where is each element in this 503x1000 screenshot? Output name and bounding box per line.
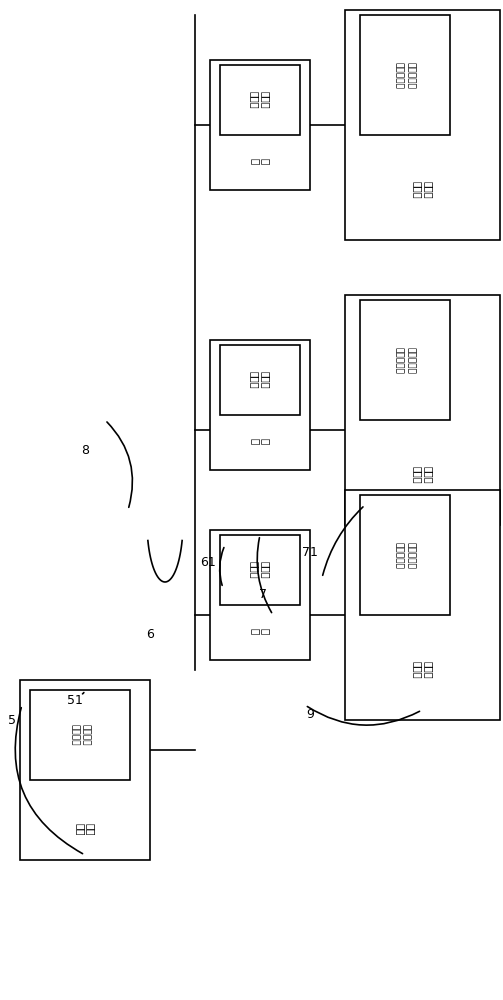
Bar bbox=[220, 345, 300, 415]
Text: 电: 电 bbox=[250, 158, 260, 165]
Text: 示单元: 示单元 bbox=[423, 466, 433, 483]
Text: 室内显示单: 室内显示单 bbox=[394, 542, 403, 568]
Bar bbox=[360, 495, 450, 615]
Bar bbox=[210, 340, 310, 470]
Bar bbox=[210, 60, 310, 190]
Text: 通讯模块: 通讯模块 bbox=[81, 724, 90, 746]
Bar bbox=[220, 535, 300, 605]
Text: 8: 8 bbox=[81, 444, 89, 456]
Text: 示单元: 示单元 bbox=[423, 661, 433, 678]
Bar bbox=[345, 295, 500, 525]
Text: 采集: 采集 bbox=[75, 823, 85, 836]
Text: 表: 表 bbox=[260, 158, 270, 165]
Bar bbox=[360, 15, 450, 135]
Bar bbox=[345, 490, 500, 720]
Text: 表: 表 bbox=[260, 628, 270, 635]
Text: 电表通: 电表通 bbox=[249, 561, 260, 579]
Text: 7: 7 bbox=[259, 588, 267, 601]
Text: 61: 61 bbox=[200, 556, 216, 570]
Bar bbox=[345, 10, 500, 240]
Text: 终端: 终端 bbox=[85, 823, 95, 836]
Text: 表: 表 bbox=[260, 438, 270, 445]
Text: 9: 9 bbox=[306, 708, 314, 722]
Text: 元通讯模块: 元通讯模块 bbox=[406, 347, 415, 373]
Text: 讯模块: 讯模块 bbox=[261, 91, 271, 109]
Text: 室内显示单: 室内显示单 bbox=[394, 62, 403, 88]
Text: 51: 51 bbox=[67, 694, 83, 706]
Text: 讯模块: 讯模块 bbox=[261, 371, 271, 389]
Bar bbox=[360, 300, 450, 420]
Text: 采集终端: 采集终端 bbox=[70, 724, 79, 746]
Text: 电表通: 电表通 bbox=[249, 91, 260, 109]
Text: 元通讯模块: 元通讯模块 bbox=[406, 62, 415, 88]
Text: 室内显: 室内显 bbox=[412, 661, 422, 678]
Bar bbox=[30, 690, 130, 780]
Text: 室内显示单: 室内显示单 bbox=[394, 347, 403, 373]
Text: 电表通: 电表通 bbox=[249, 371, 260, 389]
Text: 电: 电 bbox=[250, 628, 260, 635]
Text: 室内显: 室内显 bbox=[412, 466, 422, 483]
Text: 讯模块: 讯模块 bbox=[261, 561, 271, 579]
Text: 电: 电 bbox=[250, 438, 260, 445]
Bar bbox=[20, 680, 150, 860]
Text: 元通讯模块: 元通讯模块 bbox=[406, 542, 415, 568]
Text: 71: 71 bbox=[302, 546, 318, 560]
Bar bbox=[220, 65, 300, 135]
Bar bbox=[210, 530, 310, 660]
Text: 示单元: 示单元 bbox=[423, 181, 433, 198]
Text: 5: 5 bbox=[8, 714, 16, 726]
Text: 6: 6 bbox=[146, 629, 154, 642]
Text: 室内显: 室内显 bbox=[412, 181, 422, 198]
